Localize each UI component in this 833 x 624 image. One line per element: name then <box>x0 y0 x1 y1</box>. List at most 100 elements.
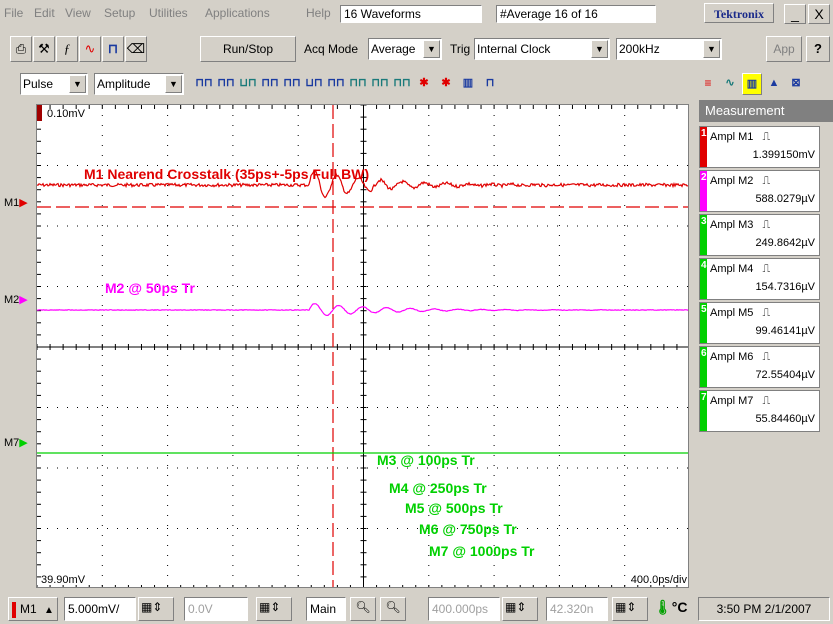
offset-field[interactable]: 0.0V <box>184 597 248 621</box>
menu-applications[interactable]: Applications <box>205 6 270 20</box>
menu-utilities[interactable]: Utilities <box>149 6 188 20</box>
pulse-icon: ⎍ <box>762 219 771 231</box>
menu-help[interactable]: Help <box>306 6 331 20</box>
measurement-row[interactable]: 1 Ampl M1 ⎍ 1.399150mV <box>699 126 820 168</box>
hpos-spinner[interactable]: ▦⇕ <box>502 597 538 621</box>
measurement-toolbar: Pulse ▼ Amplitude ▼ ⊓⊓ ⊓⊓ ⊔⊓ ⊓⊓ ⊓⊓ ⊔⊓ ⊓⊓… <box>0 70 833 100</box>
close-button[interactable]: X <box>808 4 830 24</box>
menu-view[interactable]: View <box>65 6 91 20</box>
persistence-icon[interactable]: ▥ <box>742 73 762 95</box>
acq-mode-select[interactable]: Average ▼ <box>368 38 442 60</box>
zoom-in-button[interactable]: 🔍︎ <box>350 597 376 621</box>
histogram-icon[interactable]: ▥ <box>462 77 474 89</box>
measurement-row[interactable]: 3 Ampl M3 ⎍ 249.8642µV <box>699 214 820 256</box>
amplitude-icon[interactable]: ⊓⊓ <box>349 77 367 89</box>
crossing-icon[interactable]: ✱ <box>419 77 429 89</box>
keypad-icon: ▦ <box>615 600 627 614</box>
chevron-down-icon[interactable]: ▼ <box>165 75 182 93</box>
math-button[interactable]: ƒ <box>56 36 78 62</box>
measurement-source: Ampl M1 <box>710 131 754 143</box>
measurement-number: 1 <box>701 128 707 139</box>
run-stop-button[interactable]: Run/Stop <box>200 36 296 62</box>
pulse-icon: ⎍ <box>762 263 771 275</box>
pulse-icon: ⎍ <box>762 351 771 363</box>
measurement-value: 249.8642µV <box>755 237 815 249</box>
tektronix-logo: Tektronix <box>704 3 774 23</box>
menu-bar: File Edit View Setup Utilities Applicati… <box>0 0 833 26</box>
help-button[interactable]: ? <box>806 36 830 62</box>
pulse-width-icon[interactable]: ⊓⊓ <box>195 77 213 89</box>
waveforms-count: 16 Waveforms <box>340 5 482 23</box>
eraser-icon: ⌫ <box>126 41 146 56</box>
meas-type-select[interactable]: Amplitude ▼ <box>94 73 184 95</box>
fall-time-icon[interactable]: ⊓⊓ <box>283 77 301 89</box>
mode-select[interactable]: Pulse ▼ <box>20 73 88 95</box>
rise-time-icon[interactable]: ⊓⊓ <box>261 77 279 89</box>
measurement-value: 588.0279µV <box>755 193 815 205</box>
temperature-unit: °C <box>671 599 688 615</box>
chevron-down-icon[interactable]: ▼ <box>703 40 720 58</box>
minimize-button[interactable]: _ <box>784 4 806 24</box>
duty-cycle-icon[interactable]: ⊔⊓ <box>239 77 257 89</box>
menu-file[interactable]: File <box>4 6 24 20</box>
main-timebase-button[interactable]: Main <box>306 597 346 621</box>
measure-button[interactable]: ⊓ <box>102 36 124 62</box>
offset-spinner[interactable]: ▦⇕ <box>256 597 292 621</box>
ch-m2-label: M2 <box>4 294 20 306</box>
measurement-row[interactable]: 2 Ampl M2 ⎍ 588.0279µV <box>699 170 820 212</box>
spinner-icon: ⇕ <box>516 600 527 614</box>
chevron-down-icon[interactable]: ▼ <box>69 75 86 93</box>
jitter-icon[interactable]: ✱ <box>441 77 451 89</box>
low-icon[interactable]: ⊓⊓ <box>393 77 411 89</box>
measurement-value: 72.55404µV <box>755 369 815 381</box>
clear-button[interactable]: ⌫ <box>125 36 147 62</box>
measurement-value: 1.399150mV <box>752 149 815 161</box>
href-spinner[interactable]: ▦⇕ <box>612 597 648 621</box>
chevron-down-icon[interactable]: ▼ <box>591 40 608 58</box>
measurement-panel: Measurement 1 Ampl M1 ⎍ 1.399150mV 2 Ampl M2… <box>699 100 833 590</box>
zoom-out-button[interactable]: 🔍︎ <box>380 597 406 621</box>
chevron-down-icon[interactable]: ▼ <box>423 40 440 58</box>
vertical-scale-field[interactable]: 5.000mV/ <box>64 597 136 621</box>
overshoot-icon[interactable]: ⊔⊓ <box>305 77 323 89</box>
measurement-row[interactable]: 7 Ampl M7 ⎍ 55.84460µV <box>699 390 820 432</box>
vscale-spinner[interactable]: ▦⇕ <box>138 597 174 621</box>
measurement-source: Ampl M6 <box>710 351 754 363</box>
trig-source-select[interactable]: Internal Clock ▼ <box>474 38 610 60</box>
measurement-row[interactable]: 5 Ampl M5 ⎍ 99.46141µV <box>699 302 820 344</box>
ch-marker-m7: M7▶ <box>4 436 28 449</box>
waveform-display[interactable]: 0.10mV 39.90mV 400.0ps/div M1 Nearend Cross… <box>36 104 689 588</box>
menu-edit[interactable]: Edit <box>34 6 55 20</box>
undershoot-icon[interactable]: ⊓⊓ <box>327 77 345 89</box>
period-icon[interactable]: ⊓⊓ <box>217 77 235 89</box>
measurement-row[interactable]: 4 Ampl M4 ⎍ 154.7316µV <box>699 258 820 300</box>
measurement-source: Ampl M2 <box>710 175 754 187</box>
measurement-name: Ampl M7 ⎍ <box>710 395 770 408</box>
print-button[interactable]: ⎙ <box>10 36 32 62</box>
dashed-lines-icon[interactable]: ≡ <box>704 76 712 90</box>
wave-display-icon[interactable]: ∿ <box>725 77 735 89</box>
waveform-canvas[interactable]: 0.10mV 39.90mV 400.0ps/div M1 Nearend Cross… <box>37 105 689 588</box>
horizontal-position-field[interactable]: 400.000ps <box>428 597 500 621</box>
measurement-source: Ampl M4 <box>710 263 754 275</box>
channel-select-button[interactable]: M1 ▲ <box>8 597 58 621</box>
top-left-scale-label: 0.10mV <box>47 108 86 120</box>
measurement-color-strip <box>700 171 707 211</box>
horizontal-reference-field[interactable]: 42.320n <box>546 597 608 621</box>
keypad-icon: ▦ <box>259 600 271 614</box>
app-button[interactable]: App <box>766 36 802 62</box>
annotation-m5: M5 @ 500ps Tr <box>405 500 503 516</box>
measurement-number: 4 <box>701 260 707 271</box>
overflow-icon[interactable]: ⊠ <box>791 77 801 89</box>
measurement-row[interactable]: 6 Ampl M6 ⎍ 72.55404µV <box>699 346 820 388</box>
high-icon[interactable]: ⊓⊓ <box>371 77 389 89</box>
tools-button[interactable]: ⚒ <box>33 36 55 62</box>
stats-icon[interactable]: ⊓ <box>485 77 495 89</box>
trig-rate-select[interactable]: 200kHz ▼ <box>616 38 722 60</box>
main-toolbar: ⎙ ⚒ ƒ ∿ ⊓ ⌫ Run/Stop Acq Mode Average ▼ … <box>0 36 833 64</box>
measurement-title: Measurement <box>699 100 833 122</box>
waveform-button[interactable]: ∿ <box>79 36 101 62</box>
mountain-icon[interactable]: ▲ <box>768 77 780 89</box>
menu-setup[interactable]: Setup <box>104 6 136 20</box>
measurement-color-strip <box>700 215 707 255</box>
